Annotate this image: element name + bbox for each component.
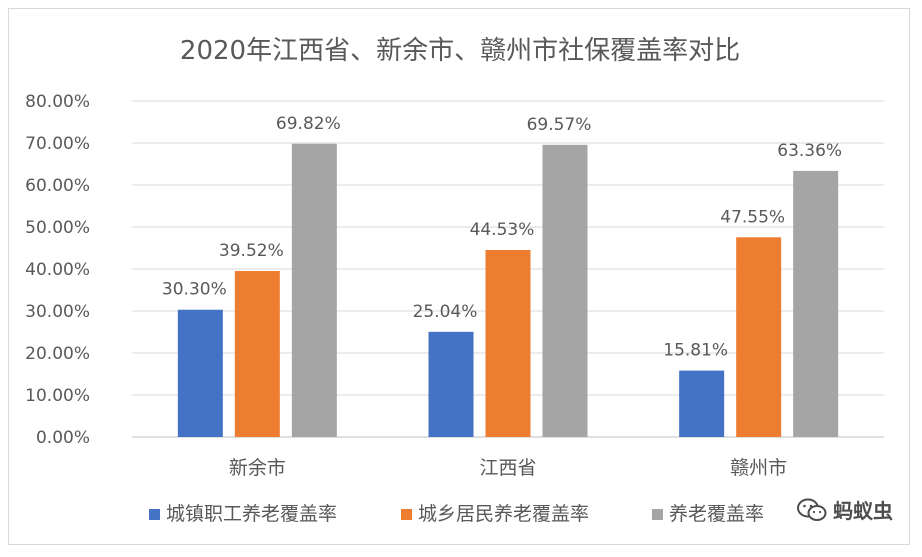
bar-chart: 2020年江西省、新余市、赣州市社保覆盖率对比 0.00% 10.00% 20.00… — [25, 36, 884, 525]
chart-frame: 2020年江西省、新余市、赣州市社保覆盖率对比 0.00% 10.00% 20.00… — [8, 8, 910, 545]
x-axis-categories: 新余市 江西省 赣州市 — [229, 457, 787, 479]
legend-label: 养老覆盖率 — [669, 503, 764, 525]
y-tick-label: 30.00% — [25, 302, 90, 322]
y-tick-label: 40.00% — [25, 260, 90, 280]
legend-swatch — [652, 509, 663, 520]
y-tick-label: 60.00% — [25, 176, 90, 196]
y-tick-label: 20.00% — [25, 344, 90, 364]
data-label: 47.55% — [720, 207, 785, 227]
bars — [177, 143, 839, 438]
x-category-label: 赣州市 — [730, 457, 787, 479]
bar — [679, 370, 725, 437]
legend-label: 城乡居民养老覆盖率 — [418, 503, 589, 525]
y-tick-label: 80.00% — [25, 92, 90, 112]
data-labels: 30.30% 39.52% 69.82% 25.04% 44.53% 69.57% 15.8… — [162, 114, 842, 361]
data-label: 15.81% — [663, 341, 728, 361]
legend-swatch — [401, 509, 412, 520]
bar — [485, 249, 531, 437]
data-label: 69.57% — [527, 115, 592, 135]
bar — [234, 271, 280, 437]
watermark: 蚂蚁虫 — [797, 495, 893, 524]
bar — [177, 309, 223, 437]
y-axis-ticks: 0.00% 10.00% 20.00% 30.00% 40.00% 50.00% 60.00… — [25, 92, 90, 448]
data-label: 63.36% — [777, 141, 842, 161]
bar — [542, 144, 588, 437]
wechat-icon — [797, 498, 827, 522]
x-category-label: 新余市 — [229, 457, 286, 479]
chart-title: 2020年江西省、新余市、赣州市社保覆盖率对比 — [180, 36, 740, 66]
data-label: 39.52% — [219, 241, 284, 261]
watermark-text: 蚂蚁虫 — [833, 499, 893, 523]
y-tick-label: 0.00% — [36, 428, 90, 448]
x-category-label: 江西省 — [479, 457, 536, 479]
bar — [736, 237, 782, 437]
data-label: 25.04% — [413, 302, 478, 322]
y-tick-label: 70.00% — [25, 134, 90, 154]
bar — [793, 170, 839, 437]
y-tick-label: 50.00% — [25, 218, 90, 238]
y-tick-label: 10.00% — [25, 386, 90, 406]
legend-label: 城镇职工养老覆盖率 — [166, 503, 337, 525]
data-label: 69.82% — [276, 114, 341, 134]
data-label: 44.53% — [470, 220, 535, 240]
bar — [428, 331, 474, 437]
legend-swatch — [149, 509, 160, 520]
data-label: 30.30% — [162, 280, 227, 300]
legend: 城镇职工养老覆盖率 城乡居民养老覆盖率 养老覆盖率 — [149, 503, 764, 525]
bar — [291, 143, 337, 438]
